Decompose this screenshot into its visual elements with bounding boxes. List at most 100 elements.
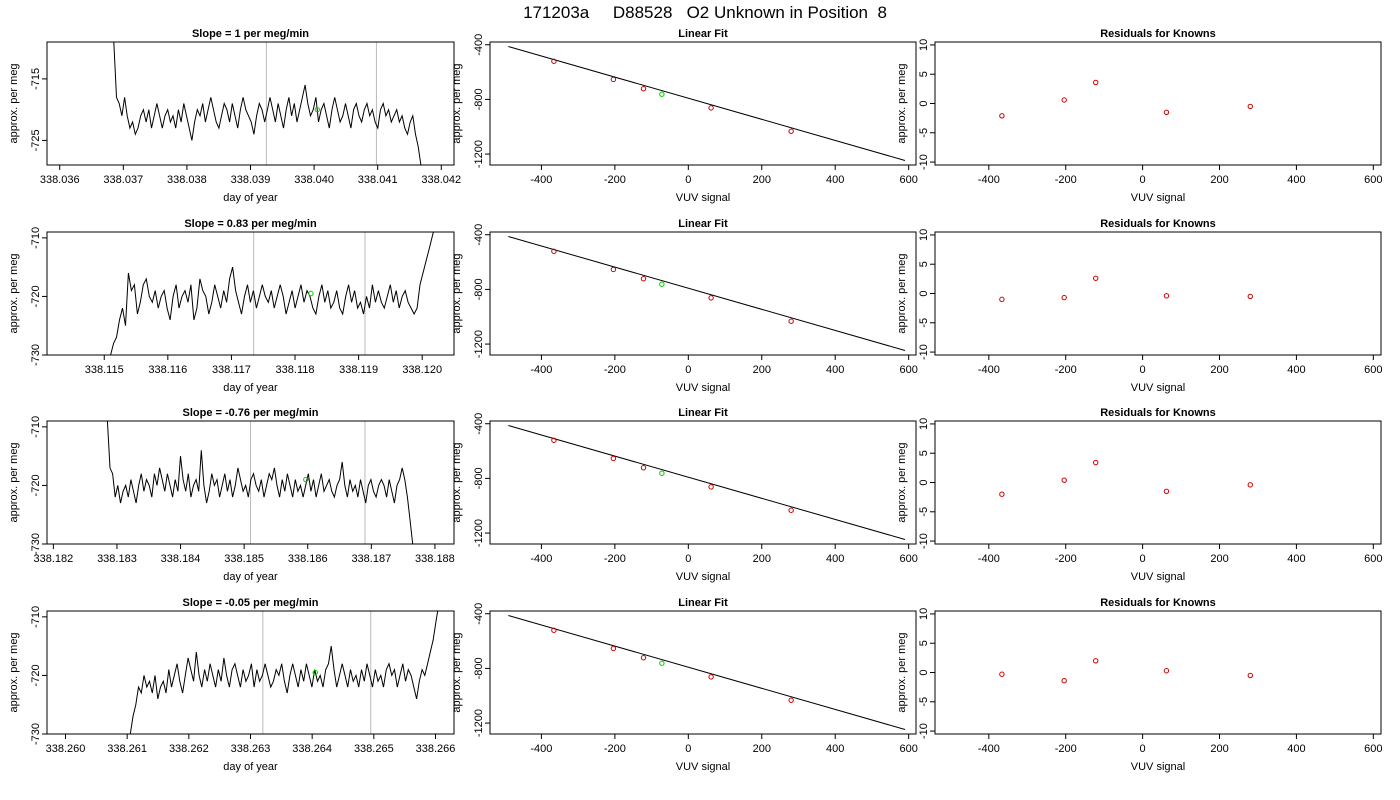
x-tick-label: 0 (1140, 174, 1146, 186)
plot-area (129, 611, 439, 734)
x-tick-label: 338.261 (107, 743, 147, 755)
known-point (708, 295, 714, 301)
y-tick-label: -400 (473, 413, 485, 435)
residual-point (1247, 293, 1253, 300)
residual-point (1061, 678, 1067, 684)
plot-frame (934, 420, 1382, 545)
series-line (113, 42, 422, 165)
x-tick-label: 338.187 (351, 553, 391, 565)
y-tick-label: -10 (918, 154, 930, 170)
x-tick-label: 338.115 (85, 364, 124, 376)
x-tick-label: -400 (530, 174, 552, 186)
known-point (610, 455, 617, 462)
x-tick-label: 338.037 (103, 174, 143, 186)
residual-point (999, 113, 1005, 119)
x-tick-label: 600 (899, 174, 917, 186)
x-axis-label: VUV signal (676, 761, 730, 773)
x-tick-label: 200 (1210, 743, 1228, 755)
known-point (640, 86, 647, 92)
series-line (129, 611, 439, 734)
x-tick-label: 338.116 (148, 364, 187, 376)
x-tick-label: -200 (604, 364, 626, 376)
x-tick-label: 338.038 (167, 174, 207, 186)
x-tick-label: -200 (1055, 553, 1077, 565)
residual-point (1093, 459, 1099, 466)
x-tick-label: 338.118 (276, 364, 315, 376)
y-tick-label: -800 (473, 467, 485, 489)
panel-title: Slope = 0.83 per meg/min (184, 218, 317, 230)
plot-area (999, 658, 1253, 684)
x-axis-label: VUV signal (676, 192, 730, 204)
y-tick-label: 5 (918, 71, 930, 77)
fit-line (508, 615, 906, 730)
x-tick-label: -400 (530, 364, 552, 376)
x-tick-label: 400 (826, 364, 844, 376)
y-tick-label: -710 (30, 227, 42, 249)
residual-point (999, 671, 1005, 677)
y-tick-label: -1200 (473, 519, 485, 547)
y-tick-label: -730 (30, 723, 42, 745)
known-point (640, 465, 647, 471)
y-axis-label: approx. per meg (451, 253, 463, 333)
x-axis-label: day of year (223, 382, 278, 394)
known-point (708, 674, 714, 680)
unknown-point (303, 476, 309, 483)
y-tick-label: -730 (30, 344, 42, 366)
known-point (788, 128, 794, 134)
y-tick-label: 0 (918, 290, 930, 296)
residual-point (1061, 97, 1067, 103)
x-tick-label: -200 (604, 743, 626, 755)
x-tick-label: -200 (604, 174, 626, 186)
x-tick-label: 338.117 (212, 364, 251, 376)
panel-title: Slope = -0.76 per meg/min (182, 407, 318, 419)
panel-title: Slope = -0.05 per meg/min (182, 597, 318, 609)
chart-panel-linear_fit-1: Linear Fit -400 -200 0 200 400 600 -400 -800 -120… (451, 28, 918, 204)
x-tick-label: -200 (1055, 174, 1077, 186)
known-point (551, 627, 557, 633)
x-tick-label: 338.042 (421, 174, 461, 186)
x-tick-label: 0 (1140, 553, 1146, 565)
plot-frame (46, 420, 455, 545)
y-tick-label: -710 (30, 416, 42, 438)
x-tick-label: 338.182 (33, 553, 73, 565)
known-point (640, 655, 647, 661)
unknown-point (314, 106, 320, 113)
x-tick-label: 338.184 (161, 553, 201, 565)
panel-title: Residuals for Knowns (1100, 407, 1216, 419)
y-tick-label: -715 (30, 68, 42, 90)
y-tick-label: -400 (473, 224, 485, 246)
x-tick-label: 200 (1210, 364, 1228, 376)
known-point (788, 507, 794, 513)
known-point (788, 697, 794, 703)
y-tick-label: 5 (918, 450, 930, 456)
fit-line (508, 236, 906, 351)
y-tick-label: -1200 (473, 709, 485, 737)
known-point (708, 484, 714, 490)
panel-title: Residuals for Knowns (1100, 28, 1216, 40)
y-tick-label: -800 (473, 88, 485, 110)
plot-area (508, 615, 906, 730)
x-tick-label: 338.186 (288, 553, 328, 565)
residual-point (1247, 482, 1253, 488)
x-tick-label: 338.265 (354, 743, 394, 755)
x-tick-label: 200 (753, 743, 771, 755)
residual-point (1163, 668, 1170, 674)
y-tick-label: -10 (918, 344, 930, 360)
x-tick-label: -200 (1055, 743, 1077, 755)
plot-frame (489, 231, 917, 356)
x-tick-label: -400 (978, 743, 1000, 755)
x-tick-label: -400 (978, 364, 1000, 376)
y-axis-label: approx. per meg (8, 442, 20, 522)
known-point (788, 318, 794, 324)
panel-title: Residuals for Knowns (1100, 218, 1216, 230)
y-tick-label: -800 (473, 278, 485, 300)
known-point (640, 276, 647, 282)
x-tick-label: 200 (753, 174, 771, 186)
y-tick-label: 0 (918, 479, 930, 485)
y-tick-label: -10 (918, 723, 930, 739)
y-tick-label: 10 (918, 39, 930, 51)
x-tick-label: 0 (1140, 743, 1146, 755)
chart-panel-timeseries-1: Slope = 1 per meg/min 338.036 338.037 338.0… (8, 28, 461, 204)
residual-point (1093, 79, 1099, 86)
